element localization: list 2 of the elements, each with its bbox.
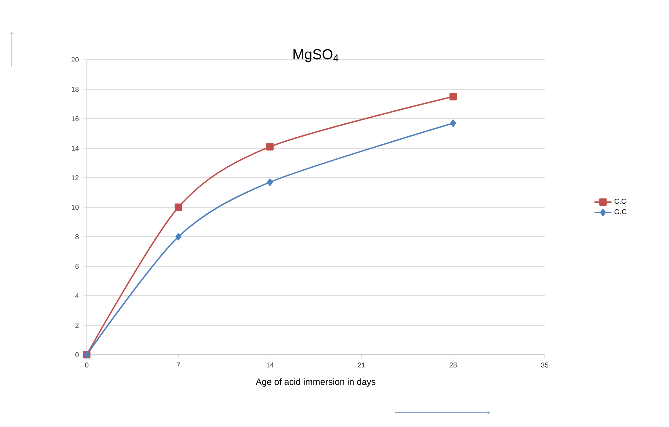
- x-axis-title: Age of acid immersion in days: [256, 378, 376, 387]
- chart-title: MgSO$_{4}$: [294, 49, 339, 62]
